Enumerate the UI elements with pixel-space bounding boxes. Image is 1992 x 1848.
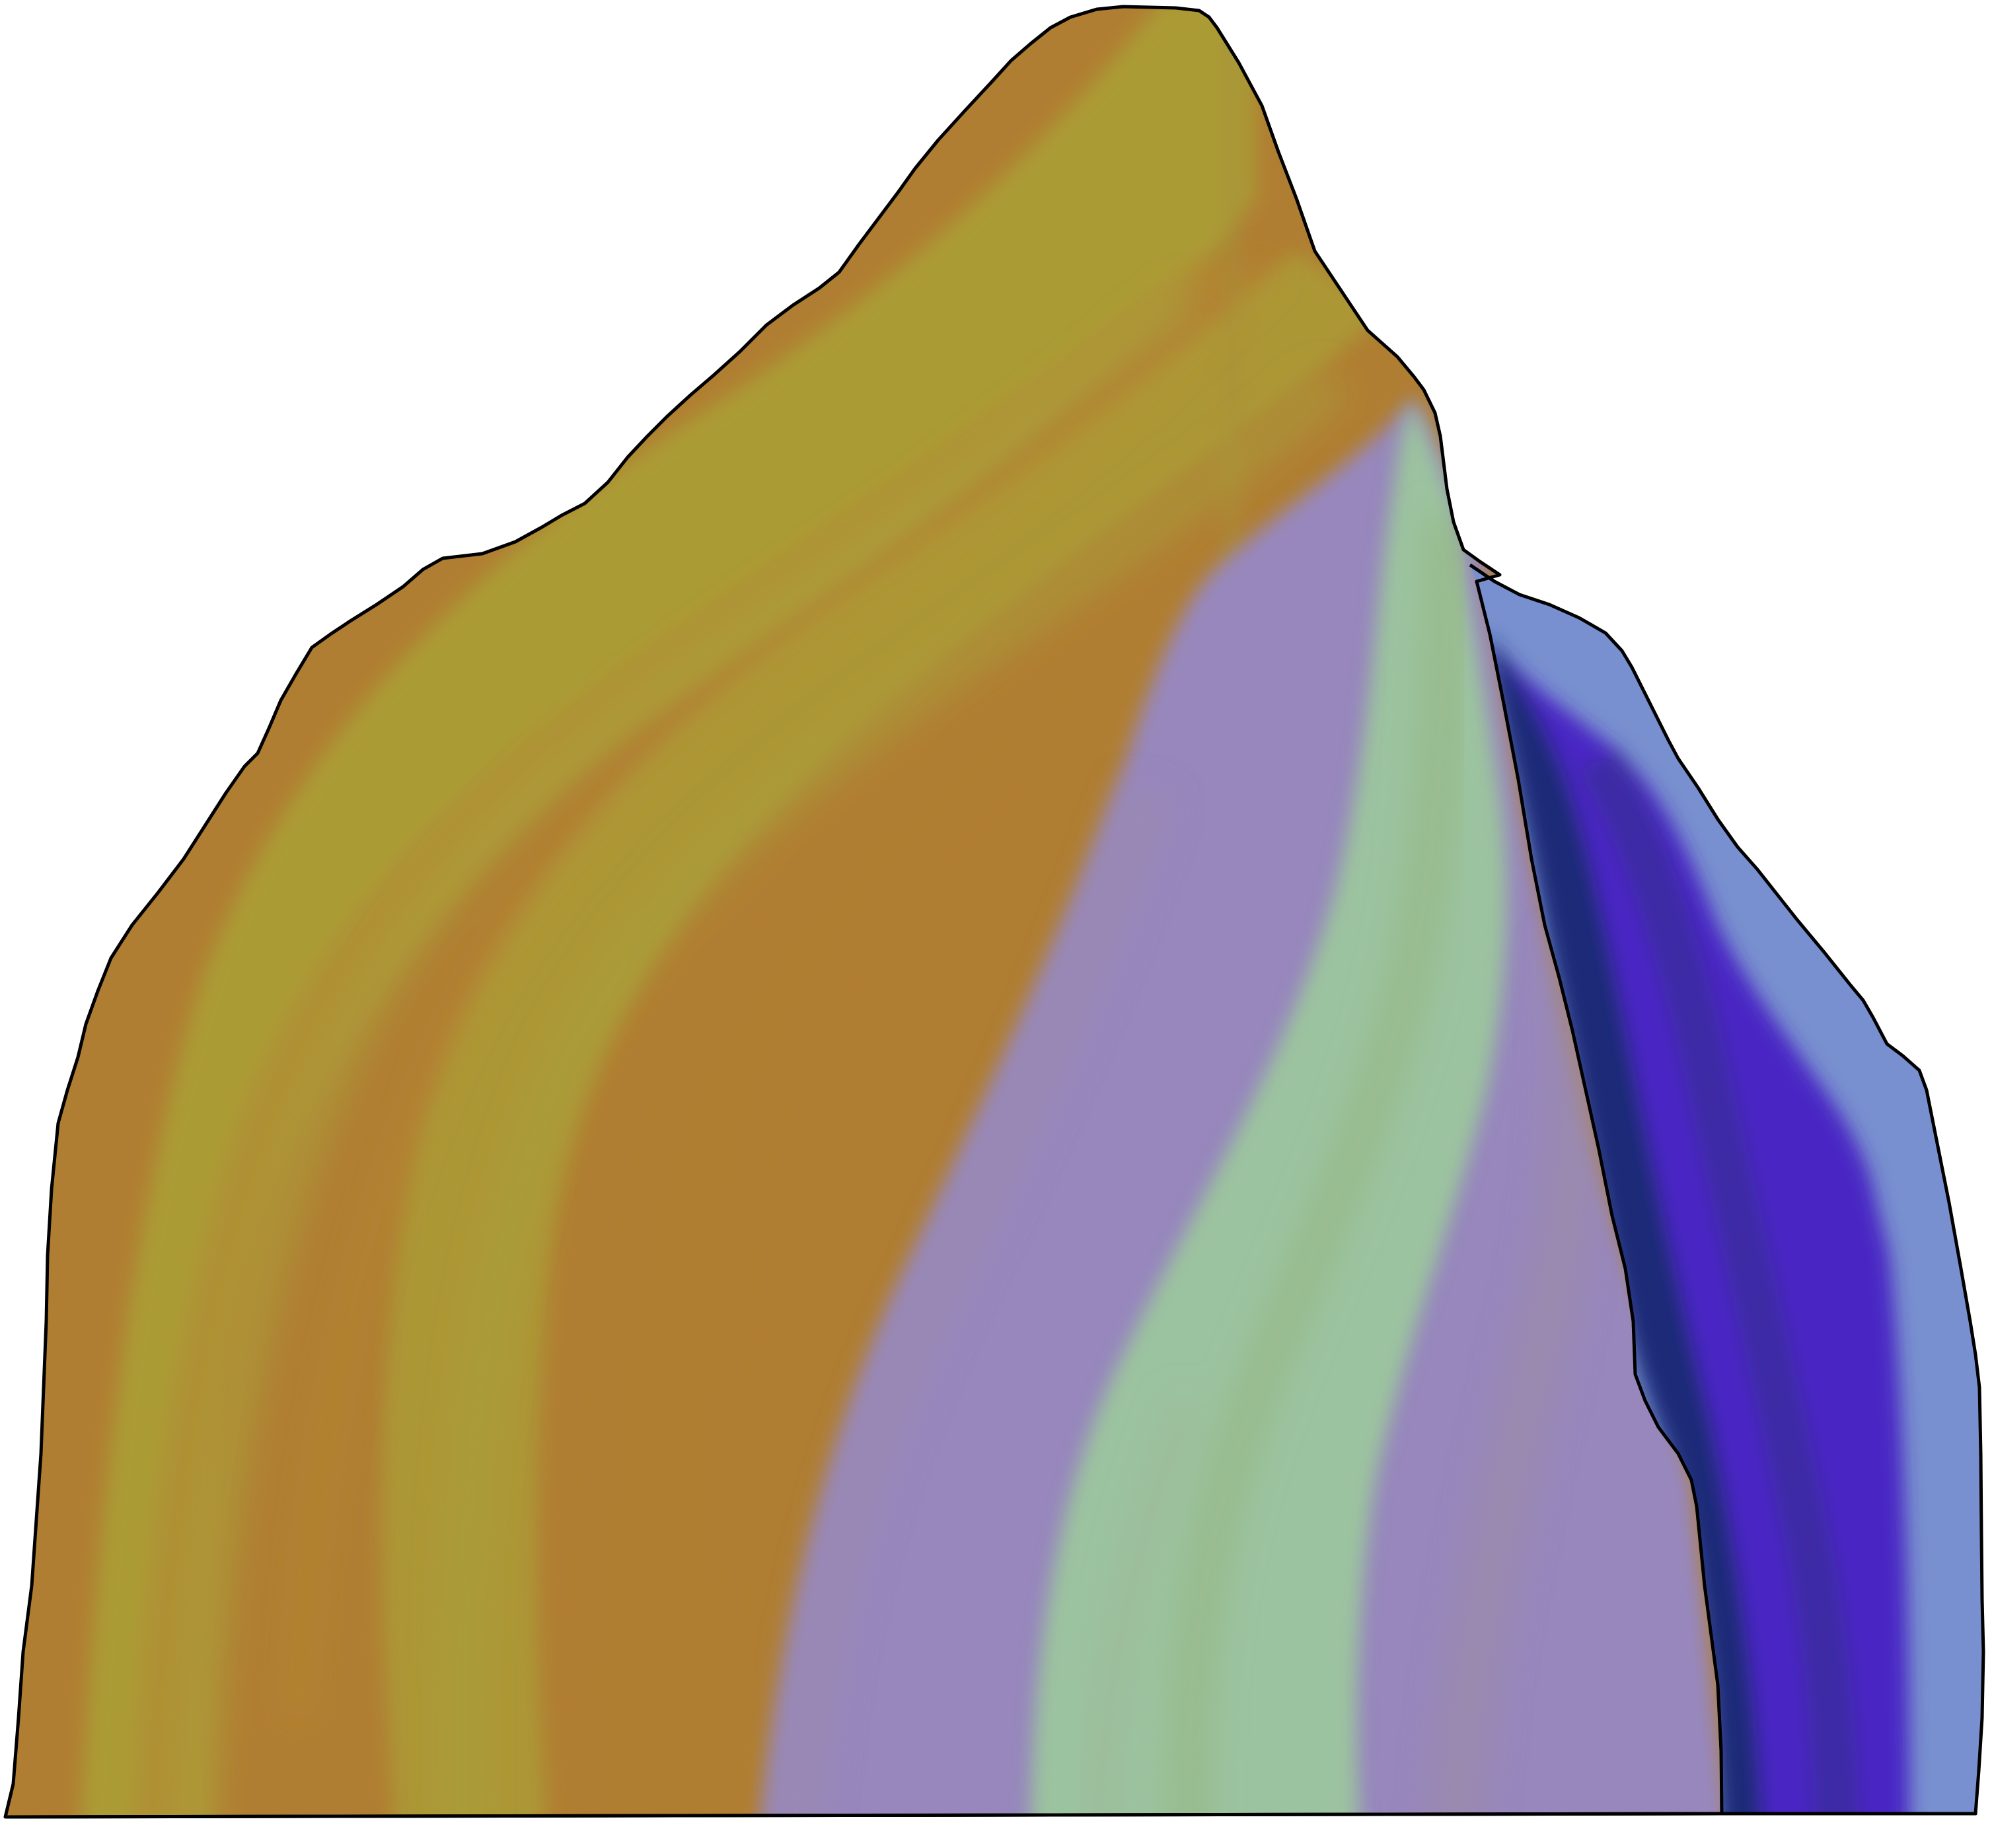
right-outline bbox=[1469, 563, 1985, 1816]
outlines bbox=[5, 7, 1985, 1819]
base-line bbox=[5, 1812, 1722, 1819]
base-highlights bbox=[885, 1825, 1665, 1848]
green-streaks bbox=[1084, 515, 1467, 1817]
olive-streaks bbox=[185, 258, 1346, 1817]
